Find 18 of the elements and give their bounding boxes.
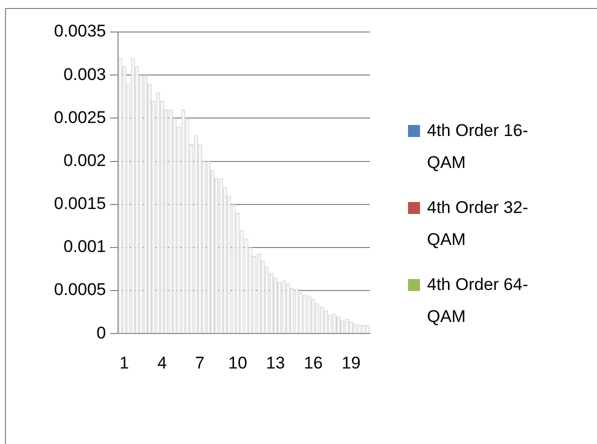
x-tick-label: 19 [342, 353, 361, 372]
y-tick-label: 0.0015 [54, 194, 106, 214]
y-tick-label: 0.0035 [54, 22, 106, 41]
x-tick-label: 10 [228, 353, 248, 372]
text: 4th Order 32-QAM [427, 197, 530, 251]
y-tick-label: 0.0025 [54, 108, 106, 127]
text: 4th Order 64-QAM [427, 274, 530, 328]
y-tick-label: 0.001 [63, 237, 106, 256]
x-tick-label: 1 [120, 353, 130, 372]
text: 4th Order 16-QAM [427, 120, 530, 174]
y-tick-label: 0.002 [63, 150, 106, 170]
x-tick-label: 13 [266, 353, 285, 372]
x-tick-label: 16 [304, 353, 323, 372]
y-tick-label: 0.003 [63, 64, 106, 84]
y-tick-label: 0.0005 [54, 280, 106, 300]
x-tick-label: 7 [195, 353, 205, 372]
x-tick-label: 4 [157, 353, 167, 372]
y-tick-label: 0 [96, 323, 106, 342]
